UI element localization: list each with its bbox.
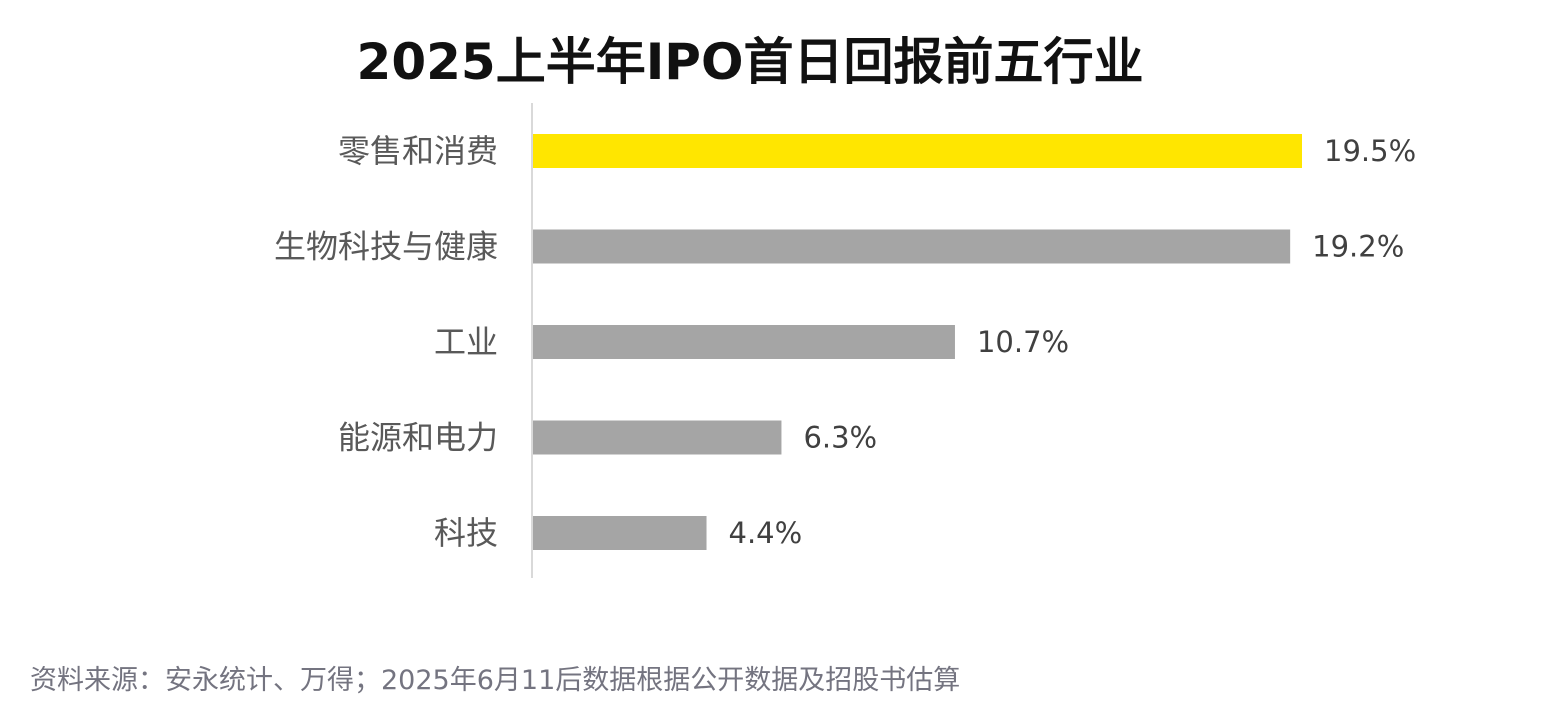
- category-label: 能源和电力: [338, 419, 498, 457]
- bars-layer: 零售和消费 19.5% 生物科技与健康 19.2% 工业 10.7% 能源和电力 6.3% 科技…: [274, 132, 1416, 552]
- bar: [533, 229, 1291, 264]
- category-label: 零售和消费: [338, 132, 498, 170]
- bar: [533, 420, 782, 455]
- value-label: 10.7%: [977, 325, 1069, 359]
- category-label: 生物科技与健康: [274, 228, 498, 266]
- value-label: 19.2%: [1312, 230, 1404, 264]
- source-note: 资料来源：安永统计、万得；2025年6月11后数据根据公开数据及招股书估算: [30, 665, 961, 696]
- value-label: 19.5%: [1324, 134, 1416, 168]
- category-label: 工业: [434, 323, 498, 361]
- value-label: 6.3%: [803, 421, 877, 455]
- bar: [533, 325, 955, 359]
- chart-title: 2025上半年IPO首日回报前五行业: [356, 33, 1144, 91]
- bar: [533, 516, 707, 550]
- value-label: 4.4%: [729, 516, 803, 550]
- category-label: 科技: [434, 514, 498, 552]
- bar: [533, 134, 1302, 168]
